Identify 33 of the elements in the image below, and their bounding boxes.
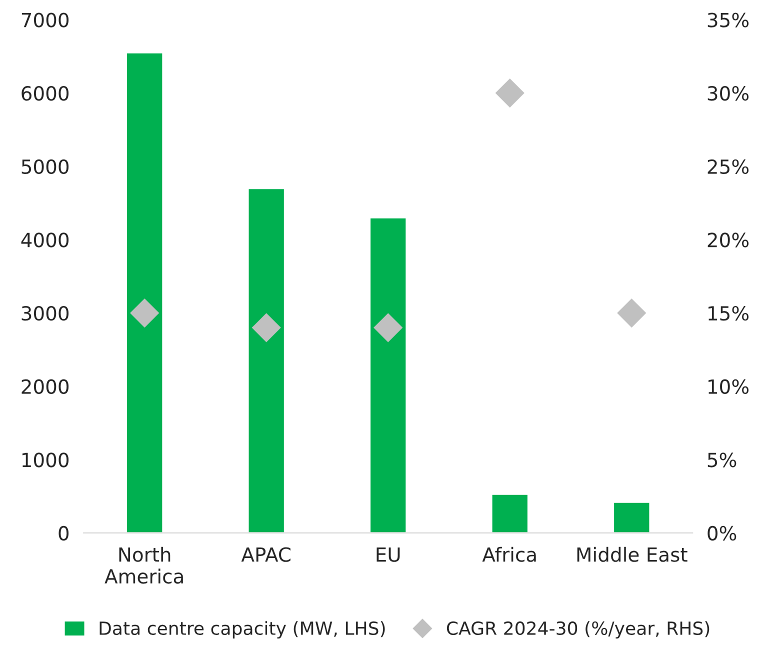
y2-tick-label: 5% — [708, 452, 736, 468]
y-tick-label: 2000 — [22, 379, 69, 394]
y-tick-label: 0 — [58, 526, 69, 541]
y-tick-label: 5000 — [22, 159, 69, 174]
bar — [126, 52, 164, 533]
bar — [369, 217, 408, 533]
x-tick-label: Africa — [482, 546, 536, 562]
y-tick-label: 1000 — [22, 452, 69, 468]
y-tick-label: 4000 — [21, 232, 69, 248]
legend-label: Data centre capacity (MW, LHS) — [100, 621, 385, 639]
y-tick-label: 7000 — [22, 12, 69, 28]
point — [130, 298, 160, 328]
y2-tick-label: 20% — [708, 232, 749, 248]
y2-tick-label: 25% — [708, 159, 749, 174]
point — [495, 78, 524, 108]
y2-tick-label: 30% — [708, 86, 749, 101]
y2-tick-label: 10% — [708, 379, 749, 394]
y-tick-label: 6000 — [22, 86, 69, 101]
point — [374, 313, 403, 342]
y2-tick-label: 35% — [708, 12, 749, 28]
x-tick-label: North America — [104, 546, 183, 584]
x-tick-label: APAC — [241, 547, 290, 562]
bar — [490, 493, 529, 533]
bar — [612, 501, 651, 533]
x-tick-label: EU — [376, 547, 400, 562]
y-tick-label: 3000 — [22, 306, 69, 321]
x-tick-label: Middle East — [577, 546, 688, 562]
y2-tick-label: 15% — [708, 306, 749, 321]
point — [252, 313, 281, 342]
bar — [247, 188, 286, 533]
legend-label: CAGR 2024-30 (%/year, RHS) — [446, 621, 710, 639]
y2-tick-label: 0% — [708, 526, 736, 541]
point — [617, 298, 646, 328]
